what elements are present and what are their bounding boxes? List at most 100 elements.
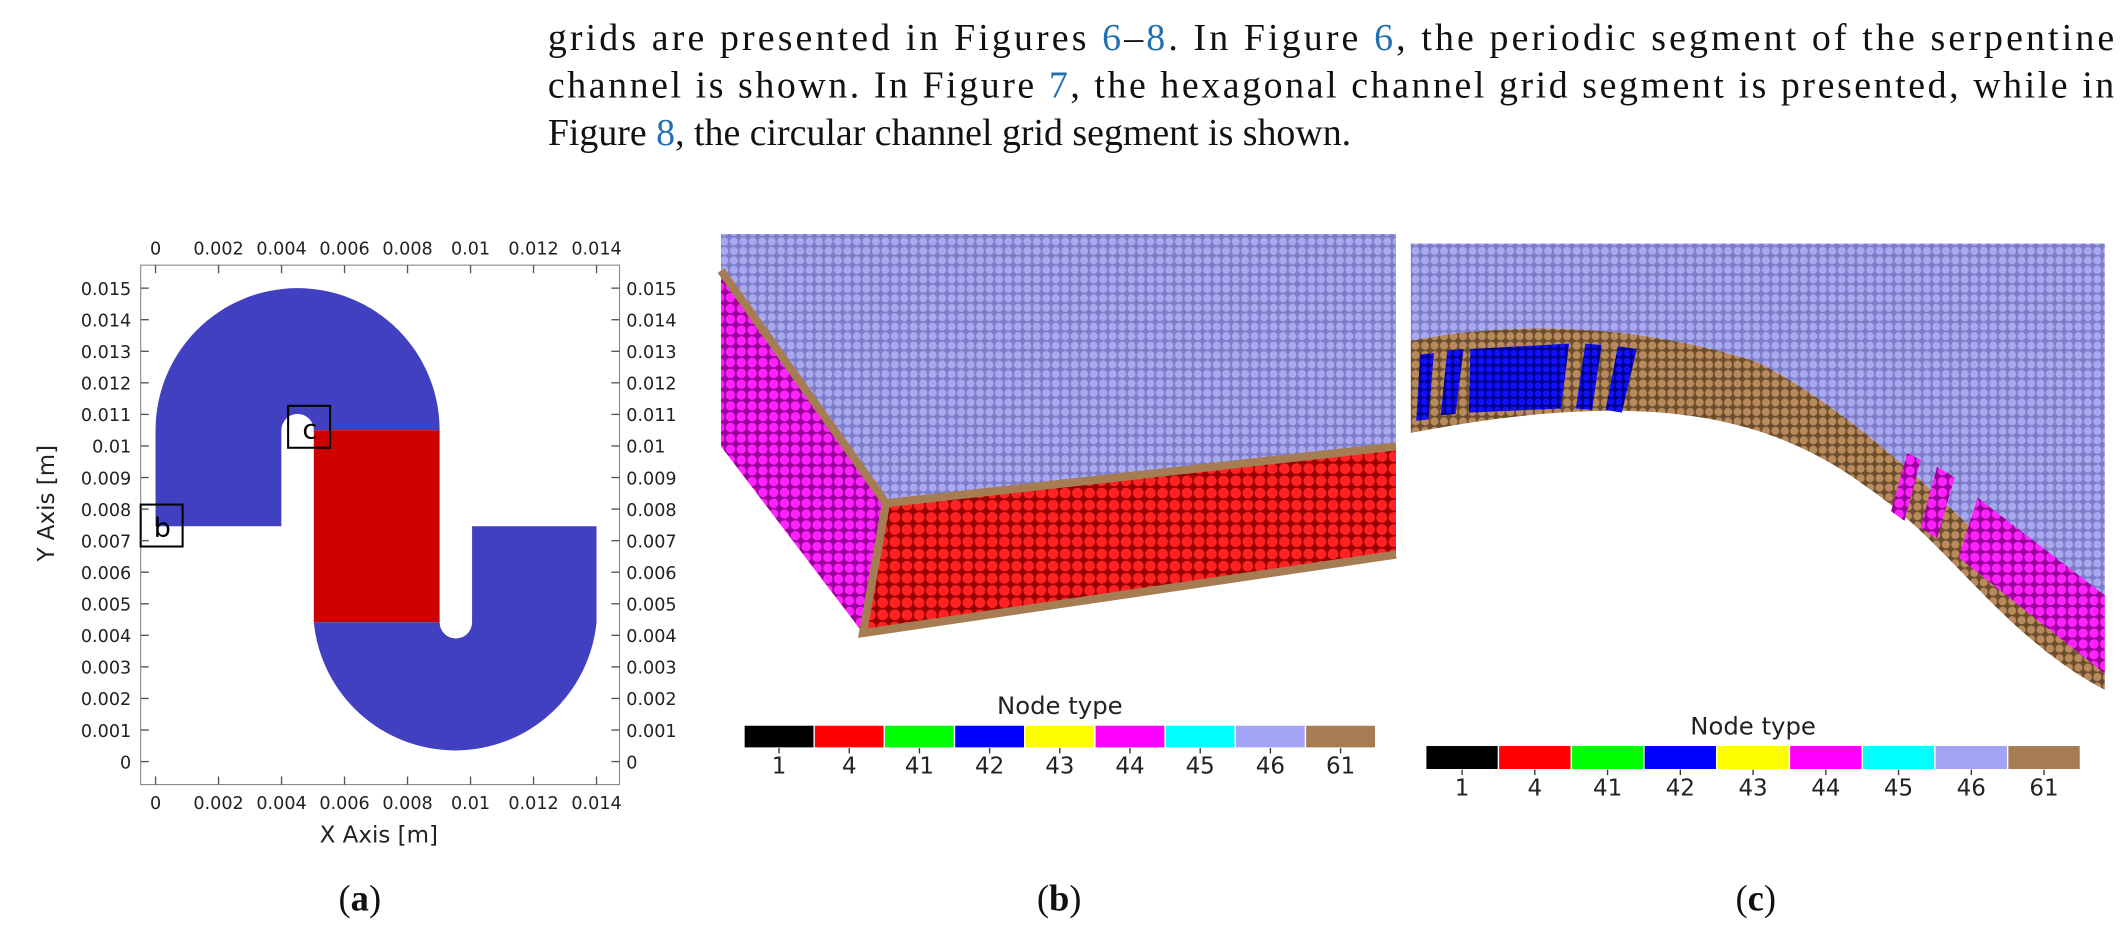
legend-swatch	[1094, 724, 1166, 749]
y-tick-label: 0.003	[626, 659, 676, 679]
y-tick-label: 0	[120, 753, 131, 773]
y-tick-label: 0.001	[81, 722, 131, 742]
paragraph-line: grids are presented in Figures 6–8. In F…	[548, 17, 2114, 59]
annotation: c	[302, 414, 317, 445]
caption-part: (	[339, 877, 351, 918]
inlet-block	[1469, 343, 1570, 413]
x-tick-label: 0.002	[193, 239, 243, 259]
y-tick-label: 0.001	[626, 722, 676, 742]
paragraph-line: Figure 8, the circular channel grid segm…	[548, 112, 1351, 154]
legend-swatch	[1425, 744, 1500, 771]
x-tick-label: 0	[150, 239, 161, 259]
x-tick-label: 0.01	[451, 794, 490, 814]
x-tick-label: 0.012	[508, 794, 558, 814]
legend-swatch	[1716, 744, 1791, 771]
subfigure-caption: (c)	[1735, 877, 1776, 918]
top-face	[720, 234, 1396, 504]
figure-ref[interactable]: 6	[1374, 17, 1393, 59]
inlet-block	[1575, 343, 1602, 410]
side-face	[720, 270, 887, 634]
text-run: , the circular channel grid segment is s…	[675, 112, 1351, 154]
y-tick-label: 0	[626, 753, 637, 773]
caption-part: (	[1037, 877, 1049, 918]
text-run: –	[1123, 17, 1144, 59]
text-run: channel is shown. In Figure	[548, 64, 1046, 106]
legend-label: 42	[1666, 775, 1695, 801]
y-tick-label: 0.005	[626, 596, 676, 616]
outlet-block	[1958, 497, 2105, 674]
y-tick-label: 0.01	[626, 438, 665, 458]
legend-swatch	[1570, 744, 1645, 771]
y-tick-label: 0.009	[626, 469, 676, 489]
y-tick-label: 0.005	[81, 596, 131, 616]
y-tick-label: 0.013	[626, 343, 676, 363]
panel-c-render	[1410, 243, 2105, 690]
y-tick-label: 0.013	[81, 343, 131, 363]
y-tick-label: 0.009	[81, 469, 131, 489]
zoom-box-b	[139, 503, 184, 548]
caption-part: (	[1735, 877, 1747, 918]
legend-swatch	[1861, 744, 1936, 771]
legend-swatch	[1788, 744, 1863, 771]
y-tick-label: 0.01	[92, 438, 131, 458]
x-tick-label: 0.014	[571, 794, 621, 814]
legend-swatch	[1497, 744, 1572, 771]
x-tick-label: 0.014	[571, 239, 621, 259]
caption-part: )	[1764, 877, 1776, 918]
figure-ref[interactable]: 6	[1102, 17, 1121, 59]
legend-label: 46	[1256, 754, 1285, 780]
text-run: , the hexagonal channel grid segment is …	[1070, 64, 2114, 106]
y-tick-label: 0.004	[81, 627, 131, 647]
y-tick-label: 0.007	[81, 532, 131, 552]
x-tick-label: 0	[150, 794, 161, 814]
text-run: Figure	[548, 112, 656, 154]
legend-label: 61	[2029, 775, 2058, 801]
outlet-block	[1891, 453, 1921, 521]
legend-swatch	[743, 724, 815, 749]
figure-ref[interactable]: 7	[1049, 64, 1068, 106]
legend-label: 45	[1884, 775, 1913, 801]
panel-a	[139, 264, 621, 786]
legend-label: 46	[1957, 775, 1986, 801]
caption-part: )	[1069, 877, 1081, 918]
x-tick-label: 0.004	[256, 239, 306, 259]
figure-ref[interactable]: 8	[1146, 17, 1165, 59]
caption-part: c	[1748, 877, 1764, 918]
legend-label: 1	[1455, 775, 1470, 801]
subfigure-caption: (b)	[1037, 877, 1082, 918]
text-run: , the periodic segment of the serpentine	[1396, 17, 2114, 59]
legend-label: 4	[1528, 775, 1543, 801]
x-tick-label: 0.006	[319, 794, 369, 814]
top-face	[1410, 243, 2105, 650]
legend-swatch	[1304, 724, 1377, 749]
y-tick-label: 0.002	[81, 690, 131, 710]
y-tick-label: 0.012	[626, 375, 676, 395]
inlet-block	[1605, 346, 1637, 413]
y-tick-label: 0.008	[626, 501, 676, 521]
x-tick-label: 0.006	[319, 239, 369, 259]
figure-ref[interactable]: 8	[656, 112, 675, 154]
channel-periodic	[313, 430, 440, 623]
legend-label: 43	[1738, 775, 1767, 801]
y-tick-label: 0.003	[81, 659, 131, 679]
x-tick-label: 0.008	[382, 794, 432, 814]
subfigure-caption: (a)	[339, 877, 382, 918]
edge	[858, 502, 1397, 638]
x-tick-label: 0.002	[193, 794, 243, 814]
text-run: grids are presented in Figures	[548, 17, 1099, 59]
legend-swatch	[883, 724, 956, 749]
x-axis-label: X Axis [m]	[320, 823, 438, 849]
legend-label: 1	[772, 754, 787, 780]
y-tick-label: 0.011	[626, 406, 676, 426]
caption-part: b	[1049, 877, 1069, 918]
x-tick-label: 0.012	[508, 239, 558, 259]
x-tick-label: 0.004	[256, 794, 306, 814]
legend-label: 44	[1811, 775, 1840, 801]
panel-b-render	[717, 234, 1397, 638]
outlet-block	[1920, 466, 1955, 539]
y-tick-label: 0.012	[81, 375, 131, 395]
legend-label: 41	[905, 754, 934, 780]
paragraph-line: channel is shown. In Figure 7, the hexag…	[548, 64, 2114, 106]
